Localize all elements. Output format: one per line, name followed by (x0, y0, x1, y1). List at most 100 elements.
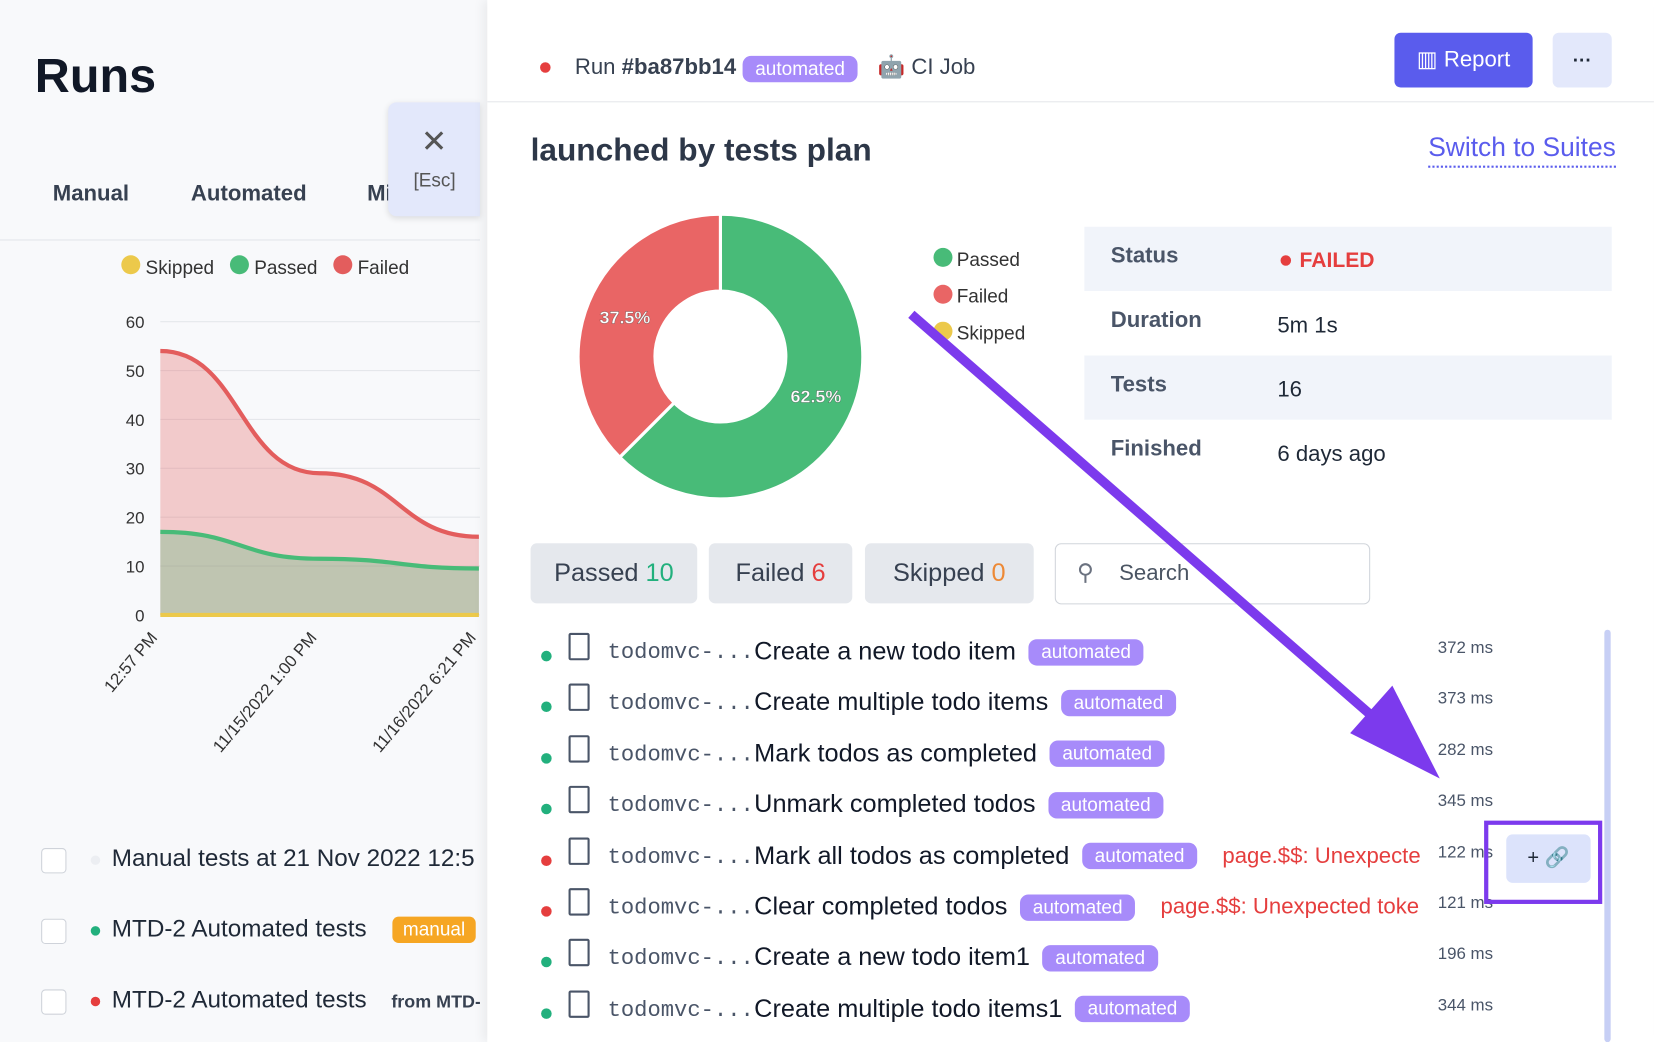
x-tick-label: 11/16/2022 6:21 PM (368, 629, 479, 757)
test-title: Create multiple todo items1 (754, 994, 1063, 1023)
test-row[interactable]: Create multiple todo items1 automated (754, 994, 1191, 1024)
legend-label: Failed (358, 258, 410, 279)
tab[interactable]: Manual (52, 181, 130, 206)
close-button[interactable]: ✕ [Esc] (388, 102, 480, 217)
filter-label: Passed (554, 559, 639, 588)
detail-label: Tests (1110, 372, 1167, 397)
area-line (160, 529, 479, 571)
test-tag: automated (1028, 638, 1144, 666)
test-tag: automated (1060, 689, 1176, 717)
legend-label: Passed (254, 258, 317, 279)
y-tick-label: 50 (126, 362, 145, 381)
test-file: todomvc-... (607, 998, 754, 1023)
legend-label: Passed (957, 250, 1020, 271)
run-badge: manual (392, 916, 476, 943)
test-duration: 345 ms (1437, 792, 1494, 811)
area-chart: 0 10 20 30 40 50 60 Skipped Passed Failed 12:57 PM… (100, 255, 480, 757)
y-tick-label: 40 (126, 411, 145, 430)
status-dot (541, 752, 552, 764)
annotation-arrow (908, 310, 1440, 779)
legend-swatch (933, 247, 953, 267)
slice-label: 37.5% (600, 307, 651, 327)
run-dot (90, 926, 101, 936)
legend-swatch (333, 255, 353, 275)
filter-count: 0 (991, 559, 1006, 588)
filter-count: 6 (811, 559, 826, 588)
run-title[interactable]: MTD-2 Automated tests (111, 985, 367, 1013)
plan-title: launched by tests plan (530, 132, 872, 168)
legend-label: Skipped (146, 258, 215, 279)
run-note: from MTD- (391, 991, 480, 1012)
detail-row: Finished 6 days ago (1084, 419, 1612, 485)
test-row[interactable]: Mark todos as completed automated (754, 739, 1165, 769)
more-button[interactable]: ··· (1552, 32, 1612, 88)
run-title[interactable]: Manual tests at 21 Nov 2022 12:5 (111, 843, 475, 872)
test-tag: automated (1048, 791, 1164, 819)
test-row[interactable]: Unmark completed todos automated (754, 790, 1164, 820)
filter-button[interactable]: Failed 6 (708, 543, 853, 604)
test-duration: 373 ms (1437, 690, 1494, 709)
test-row[interactable]: Create a new todo item automated (754, 637, 1144, 667)
status-dot (541, 803, 552, 815)
test-file: todomvc-... (607, 641, 754, 666)
file-icon (568, 786, 590, 814)
action-button[interactable]: + 🔗 (1506, 834, 1591, 883)
scrollbar (1604, 629, 1611, 1042)
report-button[interactable]: ▥ Report (1394, 32, 1533, 88)
close-hint: [Esc] (413, 169, 456, 191)
legend-label: Skipped (957, 324, 1026, 345)
highlight-box (1484, 820, 1603, 904)
test-row[interactable]: Create multiple todo items automated (754, 688, 1176, 718)
sidebar: Runs Manual Automated Mi ✕ [Esc] 0 10 20 30… (0, 0, 488, 1042)
detail-value: 5m 1s (1277, 313, 1338, 338)
test-title: Clear completed todos (754, 892, 1008, 921)
test-duration: 196 ms (1437, 945, 1494, 964)
status-dot (541, 906, 552, 917)
area-line (160, 348, 479, 539)
switch-link[interactable]: Switch to Suites (1428, 133, 1616, 168)
test-duration: 344 ms (1437, 996, 1494, 1015)
checkbox[interactable] (41, 918, 67, 945)
file-icon (568, 683, 590, 712)
test-file: todomvc-... (607, 896, 754, 921)
tab[interactable]: Mi (367, 181, 392, 206)
detail-label: Finished (1110, 436, 1202, 461)
detail-row: Duration 5m 1s (1084, 291, 1612, 356)
checkbox[interactable] (41, 989, 67, 1015)
test-tag: automated (1049, 740, 1165, 768)
run-id: #ba87bb14 (621, 54, 737, 80)
file-icon (568, 990, 590, 1018)
search-placeholder: Search (1119, 561, 1190, 586)
legend-swatch (121, 255, 141, 275)
close-icon: ✕ (420, 124, 448, 160)
pie-slice (576, 212, 723, 460)
tab[interactable]: Automated (190, 181, 307, 206)
test-file: todomvc-... (607, 845, 754, 870)
test-duration: 121 ms (1437, 894, 1494, 913)
search-box[interactable]: ⚲ Search (1054, 543, 1371, 605)
filter-button[interactable]: Skipped 0 (864, 543, 1034, 604)
test-error: page.$$: Unexpecte (1222, 843, 1421, 868)
legend-swatch (933, 284, 953, 304)
run-title[interactable]: MTD-2 Automated tests (111, 914, 367, 942)
detail-value: 6 days ago (1277, 441, 1386, 467)
test-row[interactable]: Clear completed todos automated page.$$: U… (754, 892, 1419, 922)
detail-label: Duration (1110, 308, 1202, 333)
status-dot (541, 957, 552, 968)
run-label: Run #ba87bb14 (575, 55, 736, 80)
divider (0, 239, 480, 241)
test-title: Create multiple todo items (754, 688, 1049, 717)
run-badge: automated (742, 55, 858, 83)
pie-slice (617, 212, 865, 501)
legend-label: Failed (957, 287, 1009, 308)
filter-button[interactable]: Passed 10 (530, 543, 698, 604)
test-row[interactable]: Mark all todos as completed automated page… (754, 841, 1420, 871)
checkbox[interactable] (41, 848, 67, 874)
detail-value: FAILED (1299, 248, 1375, 273)
y-tick-label: 10 (126, 557, 145, 576)
test-row[interactable]: Create a new todo item1 automated (754, 943, 1158, 973)
status-dot (541, 1008, 552, 1019)
status-dot (541, 650, 552, 662)
slice-label: 62.5% (791, 386, 842, 406)
arrow-head (1350, 685, 1440, 779)
